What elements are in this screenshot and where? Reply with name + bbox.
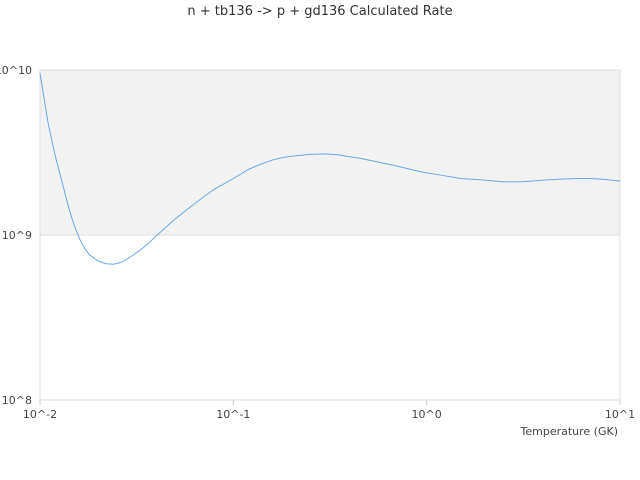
x-tick-label: 10^-2 xyxy=(23,408,57,421)
rate-series-line xyxy=(39,72,621,265)
chart-title: n + tb136 -> p + gd136 Calculated Rate xyxy=(187,4,453,19)
y-tick-label: 10^9 xyxy=(2,229,32,242)
shaded-band xyxy=(40,70,620,235)
x-tick-label: 10^-1 xyxy=(216,408,250,421)
series-layer xyxy=(39,72,621,265)
x-axis-ticks: 10^-2 10^-1 10^0 10^1 xyxy=(23,400,635,421)
y-tick-label: 10^10 xyxy=(0,64,32,77)
x-tick-label: 10^0 xyxy=(412,408,442,421)
x-axis-label: Temperature (GK) xyxy=(520,425,619,438)
y-tick-label: 10^8 xyxy=(2,394,32,407)
y-axis-ticks: 10^8 10^9 10^10 xyxy=(0,64,32,407)
gridlines xyxy=(39,69,621,401)
alternating-band xyxy=(40,70,620,235)
x-tick-label: 10^1 xyxy=(605,408,635,421)
